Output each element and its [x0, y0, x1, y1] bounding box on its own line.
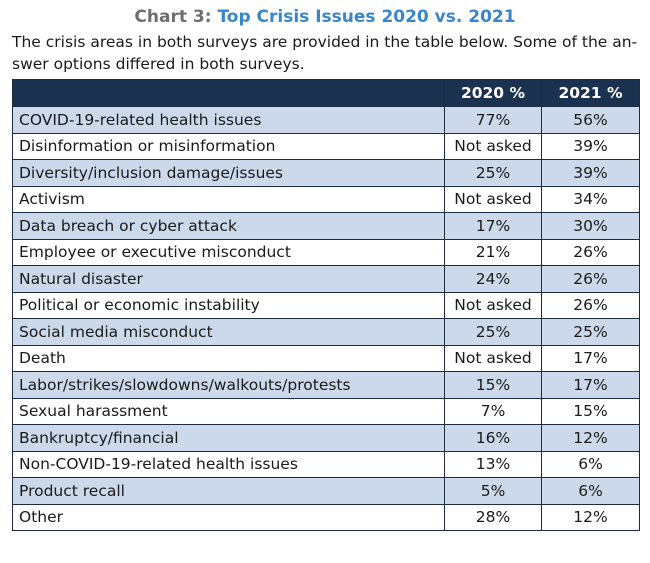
row-value-2020: 15% — [444, 371, 542, 399]
crisis-table: 2020 % 2021 % COVID-19-related health is… — [12, 79, 640, 531]
row-category: Death — [12, 344, 445, 372]
row-value-2021: 12% — [541, 503, 640, 531]
row-category: Political or economic instability — [12, 291, 445, 319]
row-category: Product recall — [12, 477, 445, 505]
row-value-2020: 5% — [444, 477, 542, 505]
row-category: Social media misconduct — [12, 318, 445, 346]
table-row: Natural disaster 24% 26% — [12, 265, 640, 293]
row-value-2021: 6% — [541, 450, 640, 478]
row-value-2020: Not asked — [444, 185, 542, 213]
row-value-2021: 17% — [541, 371, 640, 399]
row-value-2020: 24% — [444, 265, 542, 293]
row-value-2021: 17% — [541, 344, 640, 372]
row-value-2021: 39% — [541, 132, 640, 160]
table-row: Employee or executive misconduct 21% 26% — [12, 238, 640, 266]
table-row: Labor/strikes/slowdowns/walkouts/protest… — [12, 371, 640, 399]
row-value-2020: 17% — [444, 212, 542, 240]
row-value-2021: 6% — [541, 477, 640, 505]
table-row: Product recall 5% 6% — [12, 477, 640, 505]
row-value-2020: 25% — [444, 159, 542, 187]
table-row: Political or economic instability Not ask… — [12, 291, 640, 319]
row-category: Natural disaster — [12, 265, 445, 293]
table-row: Data breach or cyber attack 17% 30% — [12, 212, 640, 240]
row-value-2020: 13% — [444, 450, 542, 478]
table-body: COVID-19-related health issues 77% 56% Disi… — [12, 106, 640, 531]
row-value-2021: 25% — [541, 318, 640, 346]
row-value-2020: 16% — [444, 424, 542, 452]
row-value-2020: 25% — [444, 318, 542, 346]
chart-title-main: Top Crisis Issues 2020 vs. 2021 — [217, 7, 516, 27]
row-value-2021: 26% — [541, 291, 640, 319]
header-2021: 2021 % — [541, 79, 640, 107]
table-row: Sexual harassment 7% 15% — [12, 397, 640, 425]
chart-title-prefix: Chart 3: — [134, 7, 212, 27]
table-row: Bankruptcy/financial 16% 12% — [12, 424, 640, 452]
row-value-2021: 39% — [541, 159, 640, 187]
row-category: Employee or executive misconduct — [12, 238, 445, 266]
row-category: Data breach or cyber attack — [12, 212, 445, 240]
table-row: COVID-19-related health issues 77% 56% — [12, 106, 640, 134]
intro-text: The crisis areas in both surveys are pro… — [12, 31, 638, 75]
table-header-row: 2020 % 2021 % — [12, 79, 640, 107]
row-value-2021: 12% — [541, 424, 640, 452]
row-value-2021: 34% — [541, 185, 640, 213]
row-category: Disinformation or misinformation — [12, 132, 445, 160]
row-value-2021: 26% — [541, 238, 640, 266]
row-value-2020: Not asked — [444, 344, 542, 372]
row-value-2020: 28% — [444, 503, 542, 531]
row-value-2020: Not asked — [444, 291, 542, 319]
table-row: Diversity/inclusion damage/issues 25% 39% — [12, 159, 640, 187]
row-value-2021: 56% — [541, 106, 640, 134]
row-category: Labor/strikes/slowdowns/walkouts/protest… — [12, 371, 445, 399]
row-value-2021: 15% — [541, 397, 640, 425]
table-row: Disinformation or misinformation Not aske… — [12, 132, 640, 160]
row-category: Non-COVID-19-related health issues — [12, 450, 445, 478]
row-category: Bankruptcy/financial — [12, 424, 445, 452]
row-category: Diversity/inclusion damage/issues — [12, 159, 445, 187]
row-value-2021: 30% — [541, 212, 640, 240]
table-row: Activism Not asked 34% — [12, 185, 640, 213]
intro-line-1: The crisis areas in both surveys are pro… — [12, 33, 638, 51]
header-category — [12, 79, 445, 107]
row-category: COVID-19-related health issues — [12, 106, 445, 134]
row-value-2020: 77% — [444, 106, 542, 134]
row-category: Activism — [12, 185, 445, 213]
row-category: Other — [12, 503, 445, 531]
row-value-2020: 21% — [444, 238, 542, 266]
table-row: Death Not asked 17% — [12, 344, 640, 372]
table-row: Other 28% 12% — [12, 503, 640, 531]
intro-line-2: swer options differed in both surveys. — [12, 55, 305, 73]
table-row: Non-COVID-19-related health issues 13% 6% — [12, 450, 640, 478]
row-value-2020: Not asked — [444, 132, 542, 160]
table-row: Social media misconduct 25% 25% — [12, 318, 640, 346]
row-category: Sexual harassment — [12, 397, 445, 425]
header-2020: 2020 % — [444, 79, 542, 107]
chart-title: Chart 3: Top Crisis Issues 2020 vs. 2021 — [0, 6, 650, 28]
row-value-2020: 7% — [444, 397, 542, 425]
row-value-2021: 26% — [541, 265, 640, 293]
